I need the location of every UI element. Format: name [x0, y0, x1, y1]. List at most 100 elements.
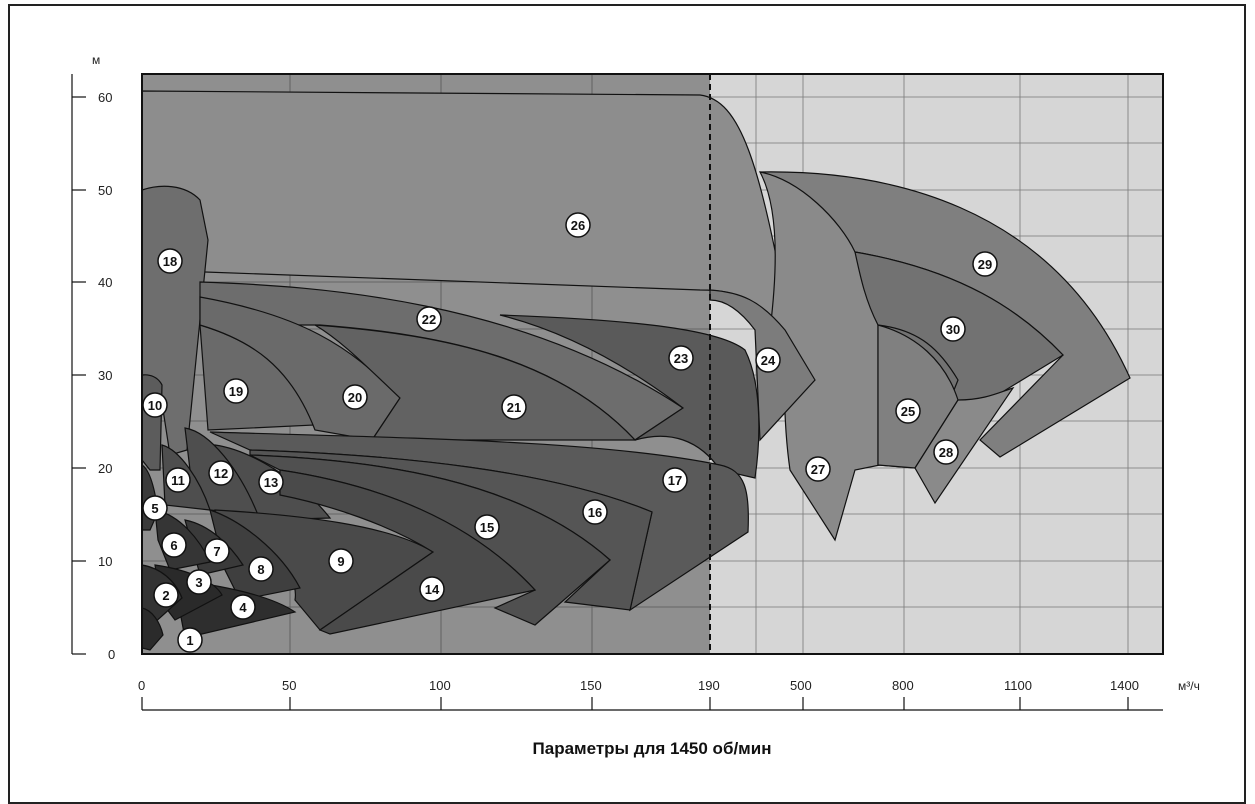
curve-marker-circle	[177, 627, 203, 653]
curve-marker-label: 6	[170, 538, 177, 553]
curve-marker-15: 15	[474, 514, 500, 540]
curve-marker-8: 8	[248, 556, 274, 582]
curve-marker-22: 22	[416, 306, 442, 332]
curve-marker-circle	[501, 394, 527, 420]
x-tick-100: 100	[429, 678, 451, 693]
curve-marker-label: 22	[422, 312, 436, 327]
curve-marker-circle	[940, 316, 966, 342]
curve-marker-circle	[328, 548, 354, 574]
curve-marker-16: 16	[582, 499, 608, 525]
curve-marker-26: 26	[565, 212, 591, 238]
curve-marker-label: 18	[163, 254, 177, 269]
y-tick-30: 30	[98, 368, 112, 383]
curve-marker-label: 8	[257, 562, 264, 577]
curve-marker-label: 16	[588, 505, 602, 520]
curve-marker-circle	[582, 499, 608, 525]
curve-marker-13: 13	[258, 469, 284, 495]
curve-marker-label: 13	[264, 475, 278, 490]
curve-marker-4: 4	[230, 594, 256, 620]
curve-marker-23: 23	[668, 345, 694, 371]
x-tick-50: 50	[282, 678, 296, 693]
region-10	[141, 374, 163, 471]
curve-marker-30: 30	[940, 316, 966, 342]
x-tick-0: 0	[138, 678, 145, 693]
x-axis	[141, 697, 1163, 711]
y-tick-40: 40	[98, 275, 112, 290]
y-tick-10: 10	[98, 554, 112, 569]
curve-marker-label: 28	[939, 445, 953, 460]
curve-marker-11: 11	[165, 467, 191, 493]
curve-marker-label: 11	[171, 473, 185, 488]
curve-marker-circle	[662, 467, 688, 493]
curve-marker-3: 3	[186, 569, 212, 595]
y-axis-label: м	[92, 53, 100, 67]
curve-marker-circle	[258, 469, 284, 495]
x-tick-800: 800	[892, 678, 914, 693]
curve-marker-12: 12	[208, 460, 234, 486]
curve-marker-label: 1	[186, 633, 193, 648]
curve-marker-25: 25	[895, 398, 921, 424]
curve-marker-label: 15	[480, 520, 494, 535]
curve-marker-circle	[416, 306, 442, 332]
curve-marker-5: 5	[142, 495, 168, 521]
curve-marker-circle	[161, 532, 187, 558]
curve-marker-circle	[230, 594, 256, 620]
curve-marker-18: 18	[157, 248, 183, 274]
curve-marker-label: 19	[229, 384, 243, 399]
region-1	[141, 607, 164, 651]
curve-marker-2: 2	[153, 582, 179, 608]
curve-marker-17: 17	[662, 467, 688, 493]
curve-marker-1: 1	[177, 627, 203, 653]
curve-marker-circle	[223, 378, 249, 404]
curve-marker-10: 10	[142, 392, 168, 418]
curve-marker-circle	[153, 582, 179, 608]
curve-marker-label: 3	[195, 575, 202, 590]
curve-marker-21: 21	[501, 394, 527, 420]
x-tick-500: 500	[790, 678, 812, 693]
curve-marker-circle	[668, 345, 694, 371]
curve-marker-label: 10	[148, 398, 162, 413]
curve-marker-label: 14	[425, 582, 440, 597]
y-tick-20: 20	[98, 461, 112, 476]
plot-frame	[141, 73, 1164, 655]
curve-marker-28: 28	[933, 439, 959, 465]
curve-marker-label: 17	[668, 473, 682, 488]
curve-marker-label: 7	[213, 544, 220, 559]
region-21	[314, 324, 637, 441]
curve-marker-label: 12	[214, 466, 228, 481]
y-axis	[71, 74, 86, 655]
curve-marker-14: 14	[419, 576, 445, 602]
y-tick-0: 0	[108, 647, 115, 662]
curve-marker-27: 27	[805, 456, 831, 482]
curve-marker-label: 25	[901, 404, 915, 419]
y-tick-60: 60	[98, 90, 112, 105]
curve-marker-circle	[142, 495, 168, 521]
curve-marker-label: 30	[946, 322, 960, 337]
curve-marker-24: 24	[755, 347, 781, 373]
curve-marker-circle	[933, 439, 959, 465]
curve-marker-circle	[248, 556, 274, 582]
chart-title: Параметры для 1450 об/мин	[533, 739, 772, 758]
curve-marker-20: 20	[342, 384, 368, 410]
curve-marker-circle	[755, 347, 781, 373]
region-28	[914, 386, 1015, 505]
y-tick-50: 50	[98, 183, 112, 198]
curve-marker-6: 6	[161, 532, 187, 558]
curve-marker-label: 27	[811, 462, 825, 477]
region-8	[209, 509, 301, 601]
curve-marker-label: 29	[978, 257, 992, 272]
curve-marker-circle	[419, 576, 445, 602]
region-23	[499, 314, 760, 479]
x-tick-1400: 1400	[1110, 678, 1139, 693]
curve-marker-label: 23	[674, 351, 688, 366]
curve-marker-label: 4	[239, 600, 247, 615]
curve-marker-circle	[204, 538, 230, 564]
curve-marker-circle	[142, 392, 168, 418]
curve-marker-circle	[208, 460, 234, 486]
curve-marker-circle	[474, 514, 500, 540]
curve-marker-label: 21	[507, 400, 521, 415]
x-tick-190: 190	[698, 678, 720, 693]
curve-marker-label: 26	[571, 218, 585, 233]
